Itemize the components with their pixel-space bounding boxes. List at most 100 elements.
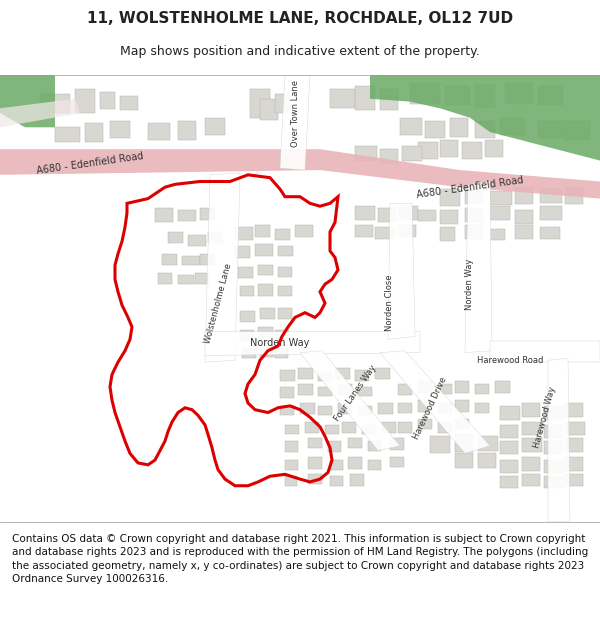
Polygon shape — [0, 75, 55, 128]
Bar — [178, 210, 196, 221]
Bar — [544, 441, 562, 454]
Text: Harewood Drive: Harewood Drive — [412, 375, 448, 441]
Bar — [490, 191, 512, 205]
Bar — [362, 425, 376, 434]
Text: A680 - Edenfield Road: A680 - Edenfield Road — [416, 175, 524, 199]
Bar — [55, 127, 80, 141]
Polygon shape — [388, 203, 415, 339]
Bar — [402, 146, 422, 161]
Bar — [325, 425, 339, 434]
Bar — [275, 349, 288, 358]
Bar — [258, 265, 273, 274]
Bar — [158, 272, 172, 284]
Bar — [205, 118, 225, 135]
Bar — [358, 387, 372, 396]
Bar — [305, 422, 319, 434]
Bar — [398, 384, 412, 396]
Bar — [238, 267, 253, 279]
Bar — [440, 210, 458, 224]
Bar — [308, 458, 322, 469]
Bar — [168, 232, 183, 243]
Bar — [255, 244, 273, 256]
Bar — [522, 403, 540, 418]
Polygon shape — [0, 149, 600, 199]
Bar — [255, 225, 270, 237]
Bar — [285, 460, 298, 469]
Bar — [425, 121, 445, 138]
Bar — [280, 406, 294, 416]
Bar — [375, 368, 390, 379]
Bar — [500, 425, 518, 438]
Bar — [278, 308, 292, 319]
Bar — [318, 406, 332, 416]
Bar — [398, 225, 416, 237]
Bar — [515, 210, 533, 224]
Bar — [565, 438, 583, 451]
Bar — [475, 121, 495, 138]
Bar — [260, 308, 275, 319]
Bar — [278, 267, 292, 277]
Bar — [522, 458, 540, 471]
Bar — [300, 403, 315, 414]
Bar — [438, 384, 452, 394]
Bar — [100, 92, 115, 109]
Bar — [455, 381, 469, 392]
Bar — [260, 99, 278, 119]
Bar — [478, 436, 498, 451]
Bar — [475, 84, 495, 108]
Bar — [505, 82, 533, 104]
Text: Harewood Way: Harewood Way — [532, 386, 557, 449]
Polygon shape — [370, 75, 600, 161]
Bar — [418, 381, 432, 392]
Bar — [455, 434, 473, 451]
Bar — [455, 400, 469, 412]
Bar — [85, 122, 103, 141]
Bar — [544, 425, 562, 438]
Bar — [565, 474, 583, 486]
Bar — [295, 225, 313, 237]
Bar — [438, 403, 452, 412]
Bar — [465, 188, 483, 204]
Bar — [308, 474, 322, 484]
Bar — [155, 208, 173, 222]
Bar — [382, 422, 396, 434]
Bar — [380, 149, 398, 163]
Bar — [250, 89, 270, 118]
Bar — [378, 403, 393, 414]
Bar — [540, 189, 562, 203]
Bar — [348, 438, 362, 448]
Bar — [418, 400, 432, 412]
Bar — [335, 368, 350, 379]
Polygon shape — [0, 99, 80, 127]
Bar — [110, 121, 130, 138]
Bar — [445, 86, 470, 106]
Bar — [275, 330, 289, 339]
Bar — [400, 118, 422, 135]
Bar — [538, 121, 568, 138]
Bar — [275, 229, 290, 241]
Polygon shape — [490, 341, 600, 362]
Bar — [378, 208, 396, 222]
Bar — [330, 460, 343, 469]
Bar — [465, 208, 483, 222]
Bar — [375, 227, 395, 239]
Text: Norden Way: Norden Way — [250, 338, 310, 348]
Bar — [475, 403, 489, 412]
Bar — [195, 272, 209, 284]
Bar — [148, 122, 170, 139]
Bar — [348, 458, 362, 469]
Bar — [258, 284, 273, 296]
Bar — [182, 256, 200, 265]
Bar — [522, 438, 542, 451]
Bar — [280, 387, 294, 398]
Bar — [355, 146, 377, 161]
Bar — [368, 460, 381, 469]
Bar — [235, 246, 250, 258]
Bar — [390, 458, 404, 467]
Bar — [398, 422, 412, 434]
Bar — [565, 458, 583, 471]
Bar — [358, 406, 372, 416]
Bar — [278, 286, 292, 296]
Text: Norden Close: Norden Close — [386, 275, 395, 331]
Bar — [285, 441, 298, 452]
